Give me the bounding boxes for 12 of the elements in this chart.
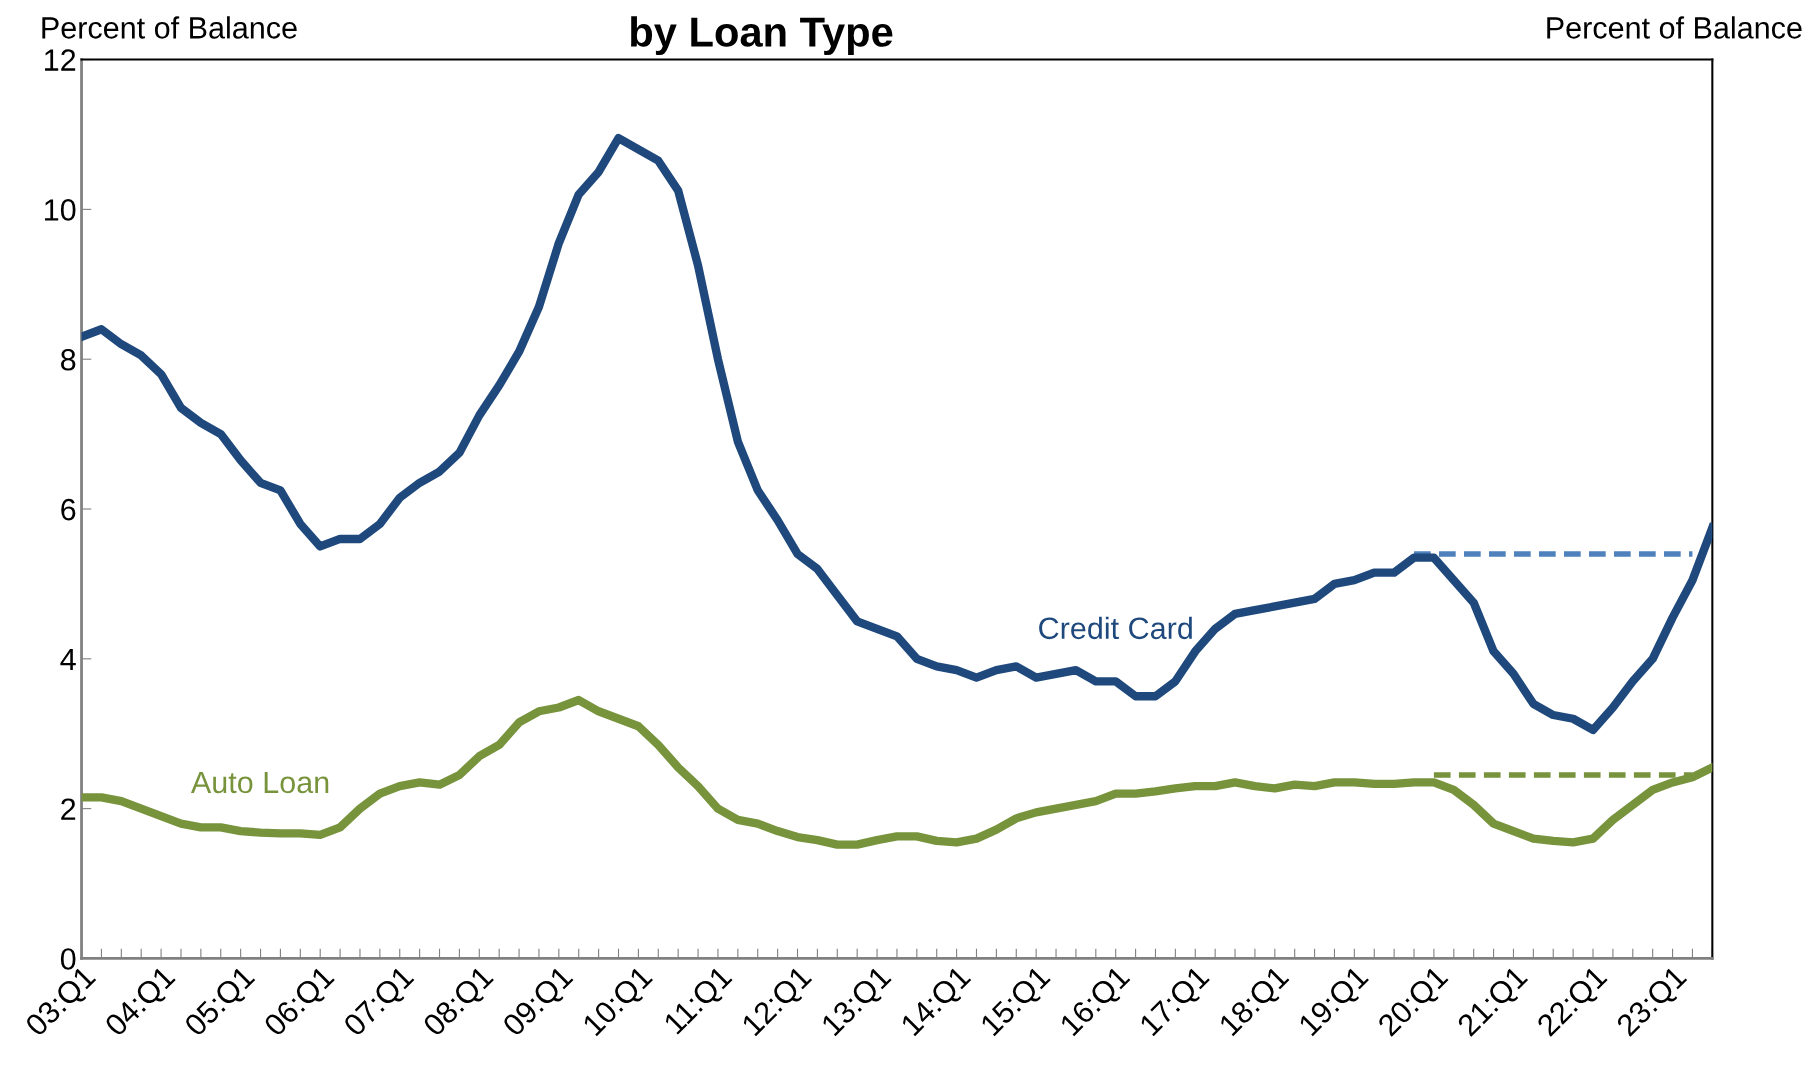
series-label: Auto Loan xyxy=(190,771,329,794)
y-tick-label: 2 xyxy=(61,798,76,820)
series-label: Credit Card xyxy=(1039,616,1192,640)
y-tick-label: 4 xyxy=(60,648,76,670)
text: Percent of Balance xyxy=(1547,16,1802,39)
chart-title: by Loan Type xyxy=(631,16,893,56)
y-axis-title: Percent of Balance xyxy=(42,16,297,39)
y-tick-label: 12 xyxy=(45,49,76,71)
y-tick-label: 6 xyxy=(61,498,76,521)
y-tick-label: 10 xyxy=(45,199,76,221)
y-tick-label: 0 xyxy=(60,948,76,970)
y-tick-label: 8 xyxy=(61,348,76,371)
